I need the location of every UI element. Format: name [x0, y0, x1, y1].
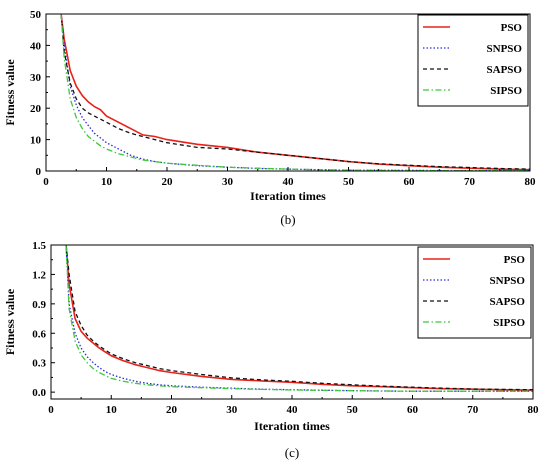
- y-tick-label: 0.0: [32, 387, 46, 399]
- legend: PSO SNPSO SAPSO SIPSO: [417, 246, 532, 339]
- series-group: [60, 14, 530, 171]
- chart-caption: (c): [285, 445, 299, 460]
- x-tick-label: 10: [106, 404, 118, 416]
- series-line-sapso: [60, 14, 530, 170]
- x-tick-label: 40: [287, 404, 299, 416]
- legend-label-snpso: SNPSO: [487, 43, 523, 55]
- y-tick-label: 10: [30, 135, 42, 147]
- x-tick-label: 70: [464, 176, 476, 188]
- x-tick-label: 70: [467, 404, 479, 416]
- legend: PSO SNPSO SAPSO SIPSO: [417, 14, 529, 107]
- x-tick-label: 60: [407, 404, 419, 416]
- y-tick-label: 0.9: [32, 299, 46, 311]
- x-tick-label: 80: [525, 176, 537, 188]
- x-tick-label: 50: [347, 404, 359, 416]
- y-axis-label: Fitness value: [3, 59, 17, 126]
- x-tick-label: 30: [222, 176, 234, 188]
- legend-label-sipso: SIPSO: [490, 85, 522, 97]
- x-tick-label: 0: [43, 176, 49, 188]
- series-group: [65, 245, 533, 392]
- y-tick-label: 40: [30, 40, 42, 52]
- x-axis-label: Iteration times: [254, 419, 330, 433]
- legend-box: [417, 14, 529, 107]
- chart-0: 0 10 20 30 40 50 60 70 80 0 10 20 30 40 50 Iteration ti…: [3, 9, 536, 227]
- y-tick-label: 0.6: [32, 328, 46, 340]
- series-line-snpso: [65, 245, 533, 392]
- series-line-sipso: [65, 245, 533, 392]
- x-tick-label: 80: [528, 404, 540, 416]
- legend-label-pso: PSO: [504, 254, 526, 266]
- y-tick-label: 50: [30, 9, 42, 21]
- legend-label-sapso: SAPSO: [490, 296, 526, 308]
- y-axis-label: Fitness value: [3, 288, 17, 355]
- x-tick-label: 0: [48, 404, 54, 416]
- y-tick-label: 20: [30, 103, 42, 115]
- y-tick-label: 0.3: [32, 358, 46, 370]
- x-tick-label: 20: [162, 176, 174, 188]
- legend-label-sipso: SIPSO: [493, 317, 525, 329]
- x-tick-label: 30: [226, 404, 238, 416]
- x-tick-label: 20: [166, 404, 178, 416]
- series-line-snpso: [60, 14, 530, 171]
- y-tick-label: 1.2: [32, 269, 46, 281]
- x-tick-label: 40: [283, 176, 295, 188]
- x-tick-label: 50: [343, 176, 355, 188]
- y-tick-label: 0: [36, 166, 42, 178]
- series-line-sapso: [65, 245, 533, 391]
- chart-1: 0 10 20 30 40 50 60 70 80 0.0 0.3 0.6 0.9 1.2 1.5 Itera…: [3, 240, 539, 460]
- x-tick-label: 10: [101, 176, 113, 188]
- x-tick-label: 60: [404, 176, 416, 188]
- y-tick-label: 30: [30, 72, 42, 84]
- legend-label-pso: PSO: [501, 22, 523, 34]
- y-tick-label: 1.5: [32, 240, 46, 252]
- legend-box: [417, 246, 532, 339]
- chart-caption: (b): [280, 212, 295, 227]
- x-axis-label: Iteration times: [250, 189, 326, 203]
- legend-label-snpso: SNPSO: [490, 275, 526, 287]
- legend-label-sapso: SAPSO: [487, 64, 523, 76]
